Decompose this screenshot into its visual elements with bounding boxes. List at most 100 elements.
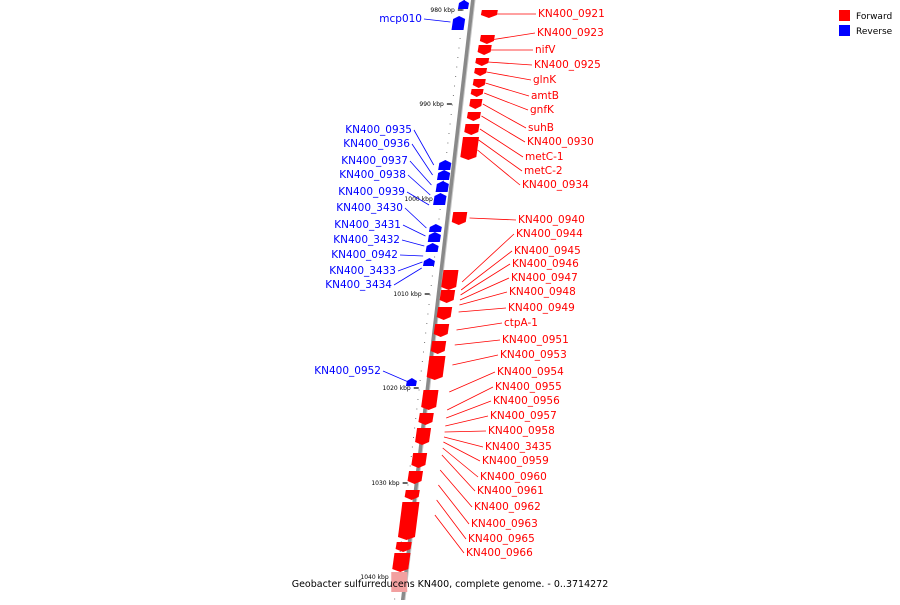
- minor-tick: [457, 57, 459, 58]
- minor-tick: [452, 95, 454, 96]
- forward-gene-arrow: [466, 112, 481, 121]
- forward-label-leader: [477, 149, 521, 186]
- minor-tick: [442, 180, 444, 182]
- gene-label-forward: amtB: [531, 90, 559, 102]
- gene-label-forward: KN400_0930: [527, 136, 594, 148]
- forward-gene-arrow: [474, 68, 488, 76]
- scale-tick-label: 1040 kbp: [360, 574, 388, 581]
- forward-label-leader: [458, 307, 507, 313]
- forward-label-leader: [449, 371, 496, 393]
- gene-label-forward: KN400_3435: [485, 441, 552, 453]
- forward-label-leader: [459, 277, 510, 301]
- label-leaders: [382, 13, 536, 554]
- forward-gene-arrow: [397, 502, 420, 540]
- gene-label-reverse: KN400_3432: [333, 234, 400, 246]
- forward-label-leader: [460, 263, 511, 296]
- reverse-gene-arrow: [405, 378, 417, 386]
- gene-label-forward: suhB: [528, 122, 554, 134]
- reverse-label-leader: [411, 143, 433, 176]
- gene-label-forward: KN400_0959: [482, 455, 549, 467]
- gene-label-forward: KN400_0956: [493, 395, 560, 407]
- minor-tick: [446, 152, 448, 153]
- minor-tick: [462, 9, 464, 11]
- forward-gene-arrow: [475, 58, 490, 66]
- gene-label-reverse: KN400_3433: [329, 265, 396, 277]
- forward-label-leader: [443, 436, 484, 448]
- forward-gene-arrow: [407, 471, 424, 484]
- reverse-label-leader: [401, 239, 425, 247]
- reverse-label-leader: [406, 191, 430, 206]
- reverse-label-leader: [393, 267, 422, 286]
- minor-tick: [414, 427, 416, 429]
- gene-label-reverse: KN400_0938: [339, 169, 406, 181]
- reverse-gene-arrow: [451, 16, 466, 30]
- forward-gene-arrow: [421, 390, 439, 410]
- minor-tick: [429, 294, 431, 296]
- forward-gene-arrow: [469, 99, 483, 109]
- gene-label-reverse: KN400_3430: [336, 202, 403, 214]
- forward-label-leader: [469, 217, 517, 221]
- forward-gene-arrow: [436, 307, 453, 320]
- gene-label-forward: KN400_0951: [502, 334, 569, 346]
- gene-label-forward: KN400_0923: [537, 27, 604, 39]
- gene-labels: KN400_0921 KN400_0923 nifV KN400_0925 glnK am…: [314, 8, 605, 559]
- forward-label-leader: [443, 441, 481, 462]
- reverse-gene-arrow: [428, 224, 442, 232]
- minor-tick: [419, 380, 421, 381]
- reverse-gene-arrow: [457, 0, 469, 9]
- forward-label-leader: [439, 469, 473, 508]
- minor-tick: [447, 142, 449, 144]
- forward-gene-arrow: [470, 89, 484, 97]
- reverse-gene-arrow: [425, 243, 439, 252]
- reverse-gene-arrow: [435, 181, 449, 192]
- forward-gene-arrow: [426, 356, 446, 380]
- minor-tick: [439, 209, 441, 210]
- forward-label-leader: [446, 400, 492, 419]
- gene-label-forward: ctpA-1: [504, 317, 538, 329]
- forward-gene-arrow: [441, 270, 459, 290]
- gene-label-reverse: KN400_0952: [314, 365, 381, 377]
- gene-label-reverse: KN400_3434: [325, 279, 392, 291]
- gene-label-forward: KN400_0958: [488, 425, 555, 437]
- gene-label-forward: KN400_0945: [514, 245, 581, 257]
- forward-label-leader: [487, 61, 533, 66]
- reverse-label-leader: [413, 129, 435, 166]
- minor-tick: [394, 598, 396, 600]
- minor-tick: [410, 456, 412, 457]
- gene-label-forward: KN400_0955: [495, 381, 562, 393]
- minor-tick: [399, 551, 401, 552]
- forward-label-leader: [452, 354, 499, 366]
- gene-features: [391, 0, 498, 592]
- scale-tick-label: 990 kbp: [419, 101, 444, 108]
- minor-tick: [456, 66, 458, 68]
- gene-label-reverse: KN400_0936: [343, 138, 410, 150]
- gene-label-forward: KN400_0957: [490, 410, 557, 422]
- minor-tick: [428, 304, 430, 305]
- minor-tick: [451, 104, 453, 106]
- gene-label-forward: KN400_0953: [500, 349, 567, 361]
- scale-tick-label: 1030 kbp: [371, 480, 399, 487]
- forward-label-leader: [486, 71, 532, 81]
- reverse-label-leader: [399, 254, 424, 257]
- reverse-label-leader: [382, 370, 409, 383]
- forward-label-leader: [482, 103, 527, 129]
- gene-label-forward: KN400_0947: [511, 272, 578, 284]
- gene-label-forward: KN400_0963: [471, 518, 538, 530]
- reverse-label-leader: [409, 160, 432, 186]
- forward-label-leader: [446, 386, 494, 411]
- forward-gene-arrow: [479, 35, 495, 44]
- gene-label-forward: KN400_0940: [518, 214, 585, 226]
- forward-gene-arrow: [433, 324, 450, 337]
- forward-gene-arrow: [430, 341, 447, 354]
- gene-label-forward: KN400_0946: [512, 258, 579, 270]
- gene-label-forward: metC-2: [524, 165, 563, 177]
- minor-tick: [448, 133, 450, 134]
- gene-label-forward: nifV: [535, 44, 556, 56]
- gene-label-forward: KN400_0948: [509, 286, 576, 298]
- gene-label-forward: KN400_0921: [538, 8, 605, 20]
- minor-tick: [432, 266, 434, 267]
- gene-label-reverse: KN400_0942: [331, 249, 398, 261]
- forward-label-leader: [481, 115, 526, 143]
- minor-tick: [450, 114, 452, 115]
- gene-label-forward: KN400_0965: [468, 533, 535, 545]
